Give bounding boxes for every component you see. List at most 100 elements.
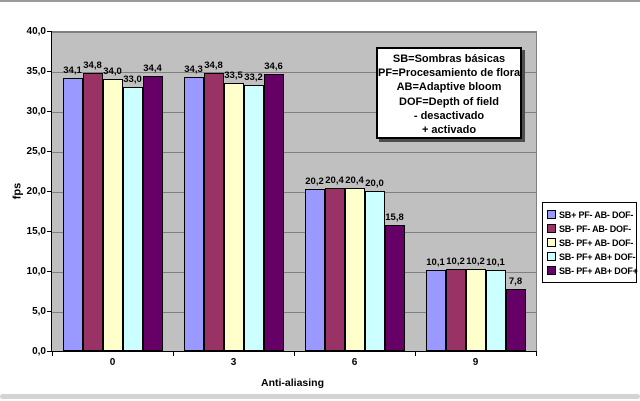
- gridline: [52, 312, 536, 313]
- legend-item: SB- PF+ AB- DOF-: [547, 236, 634, 249]
- legend: SB+ PF- AB- DOF- SB- PF- AB- DOF- SB- PF+ …: [542, 202, 638, 283]
- y-tick: [47, 71, 51, 72]
- y-tick: [47, 111, 51, 112]
- legend-item-label: SB- PF+ AB- DOF-: [559, 237, 634, 248]
- bottom-border-strip: [0, 394, 640, 399]
- bar: [445, 269, 466, 351]
- bar: [142, 75, 163, 351]
- annotation-line: SB=Sombras básicas: [392, 53, 506, 65]
- bar-value-label: 34,8: [204, 59, 223, 71]
- x-tick: [415, 352, 416, 356]
- gridline: [52, 272, 536, 273]
- annotation-line: + activado: [421, 124, 477, 137]
- bar-value-label: 15,8: [385, 211, 404, 223]
- annotation-line: DOF=Depth of field: [399, 95, 499, 108]
- category-label: 9: [472, 357, 479, 368]
- bar-value-label: 20,4: [325, 174, 344, 186]
- legend-item: SB- PF- AB- DOF-: [547, 222, 634, 235]
- x-tick: [52, 352, 53, 356]
- bar: [263, 74, 284, 351]
- y-axis-line: [51, 31, 52, 352]
- y-tick: [47, 351, 51, 352]
- legend-item: SB- PF+ AB+ DOF+: [547, 264, 638, 277]
- bar-value-label: 34,1: [63, 65, 82, 77]
- bar: [122, 87, 143, 351]
- legend-item: SB- PF+ AB+ DOF-: [547, 250, 636, 263]
- category-label: 6: [351, 357, 358, 368]
- y-tick: [47, 151, 51, 152]
- bar: [505, 288, 526, 351]
- legend-item-label: SB- PF- AB- DOF-: [559, 223, 631, 234]
- category-label: 3: [230, 357, 237, 368]
- legend-swatch-icon: [547, 224, 556, 233]
- x-tick: [294, 352, 295, 356]
- bar: [82, 72, 103, 351]
- bar-value-label: 33,5: [224, 70, 243, 81]
- gridline: [52, 152, 536, 153]
- y-tick-label: 25,0: [26, 146, 46, 157]
- annotation-line: - desactivado: [413, 109, 485, 122]
- y-tick-label: 5,0: [32, 306, 46, 317]
- x-axis-title: Anti-aliasing: [260, 377, 324, 389]
- annotation-line: AB=Adaptive bloom: [396, 81, 502, 94]
- bar: [485, 270, 506, 351]
- gridline: [52, 232, 536, 233]
- y-tick-label: 40,0: [26, 26, 46, 37]
- legend-swatch-icon: [547, 238, 556, 247]
- y-tick-label: 10,0: [26, 266, 46, 277]
- bar-value-label: 10,1: [426, 257, 445, 269]
- y-tick: [47, 271, 51, 272]
- x-tick: [536, 352, 537, 356]
- y-tick: [47, 191, 51, 192]
- y-axis-title: fps: [11, 182, 24, 200]
- bar-value-label: 34,6: [264, 61, 283, 73]
- legend-item: SB+ PF- AB- DOF-: [547, 208, 634, 221]
- legend-swatch-icon: [547, 266, 556, 275]
- top-border-strip: [0, 0, 640, 2]
- bar-value-label: 34,8: [83, 59, 102, 71]
- y-tick: [47, 31, 51, 32]
- bar: [102, 79, 123, 351]
- bar: [384, 224, 405, 351]
- gridline: [52, 32, 536, 33]
- bar: [62, 78, 83, 351]
- x-tick: [173, 352, 174, 356]
- legend-swatch-icon: [547, 252, 556, 261]
- bar-value-label: 20,4: [345, 174, 364, 186]
- y-tick-label: 0,0: [32, 346, 46, 357]
- bar-value-label: 33,0: [123, 74, 142, 85]
- bar: [465, 269, 486, 351]
- y-tick-label: 30,0: [26, 106, 46, 117]
- bar-value-label: 10,1: [486, 257, 505, 269]
- annotation-box: SB=Sombras básicas PF=Procesamiento de fl…: [376, 47, 522, 139]
- annotation-line: PF=Procesamiento de flora: [378, 67, 521, 80]
- gridline: [52, 192, 536, 193]
- x-axis-line: [51, 351, 537, 352]
- legend-item-label: SB+ PF- AB- DOF-: [559, 209, 634, 220]
- bar: [223, 83, 244, 351]
- y-tick-label: 15,0: [26, 226, 46, 237]
- bar-value-label: 34,3: [184, 63, 203, 75]
- legend-item-label: SB- PF+ AB+ DOF+: [559, 265, 638, 276]
- bar-value-label: 7,8: [508, 275, 523, 287]
- y-tick-label: 35,0: [26, 66, 46, 77]
- bar: [304, 189, 325, 351]
- bar: [425, 270, 446, 351]
- legend-swatch-icon: [547, 210, 556, 219]
- bar: [183, 76, 204, 351]
- bar: [243, 85, 264, 351]
- bar-value-label: 20,0: [365, 178, 384, 189]
- bar-value-label: 34,0: [103, 66, 122, 77]
- bar: [203, 72, 224, 351]
- y-tick: [47, 231, 51, 232]
- bar-value-label: 34,4: [143, 62, 162, 74]
- bar-value-label: 10,2: [466, 256, 485, 268]
- gridline: [52, 112, 536, 113]
- y-tick-label: 20,0: [26, 186, 46, 197]
- bar-value-label: 10,2: [446, 256, 465, 268]
- bar-value-label: 33,2: [244, 72, 263, 84]
- y-tick: [47, 311, 51, 312]
- bar: [324, 187, 345, 351]
- legend-item-label: SB- PF+ AB+ DOF-: [559, 251, 636, 262]
